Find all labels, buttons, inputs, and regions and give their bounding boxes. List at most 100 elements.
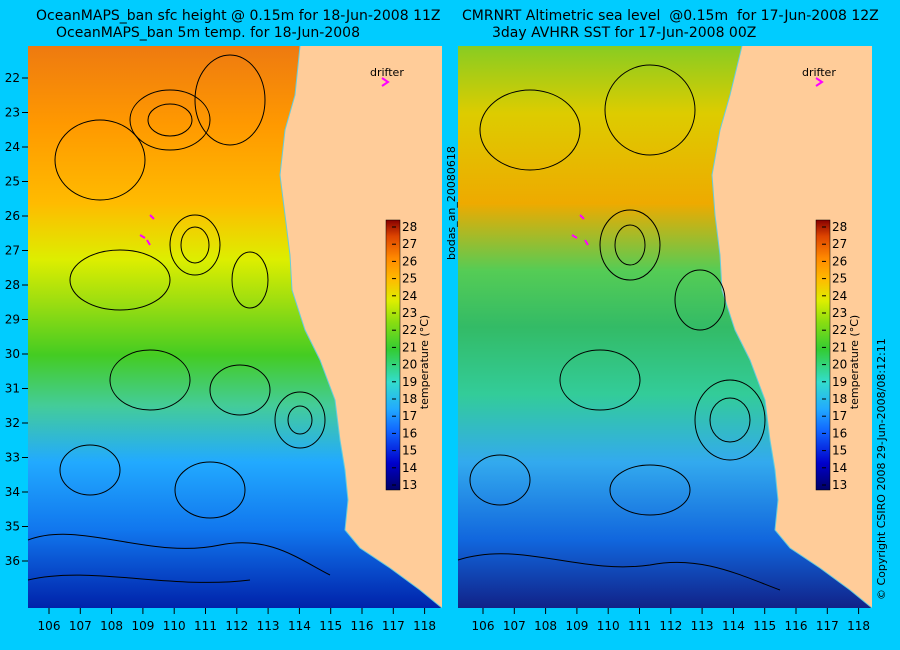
latitude-tick-label: 34	[5, 485, 20, 499]
latitude-tick-label: 32	[5, 416, 20, 430]
colorbar-tick-label: 17	[402, 409, 417, 423]
left-title-line2: OceanMAPS_ban 5m temp. for 18-Jun-2008	[56, 25, 360, 41]
latitude-tick-label: 29	[5, 313, 20, 327]
longitude-tick-label: 110	[163, 619, 186, 633]
colorbar-tick-label: 21	[402, 340, 417, 354]
colorbar-tick-label: 26	[402, 254, 417, 268]
latitude-tick-label: 25	[5, 175, 20, 189]
colorbar-tick-label: 24	[402, 289, 417, 303]
colorbar-tick-label: 26	[832, 254, 847, 268]
longitude-tick-label: 111	[628, 619, 651, 633]
longitude-tick-label: 115	[319, 619, 342, 633]
latitude-tick-label: 24	[5, 140, 20, 154]
left-title-line1: OceanMAPS_ban sfc height @ 0.15m for 18-…	[36, 8, 441, 24]
longitude-tick-label: 113	[691, 619, 714, 633]
longitude-tick-label: 106	[38, 619, 61, 633]
colorbar-tick-label: 23	[402, 306, 417, 320]
longitude-tick-label: 107	[69, 619, 92, 633]
longitude-tick-label: 115	[753, 619, 776, 633]
longitude-tick-label: 114	[288, 619, 311, 633]
longitude-tick-label: 109	[131, 619, 154, 633]
longitude-tick-label: 113	[257, 619, 280, 633]
longitude-tick-label: 108	[100, 619, 123, 633]
latitude-tick-label: 33	[5, 451, 20, 465]
colorbar-tick-label: 13	[402, 478, 417, 492]
left-map-panel: drifter 28 27 26 25 24 23 22 21 20 19 18 17 16 15 14 13…	[5, 45, 443, 633]
latitude-tick-label: 28	[5, 278, 20, 292]
longitude-tick-label: 109	[565, 619, 588, 633]
latitude-tick-label: 23	[5, 106, 20, 120]
colorbar-tick-label: 16	[832, 426, 847, 440]
colorbar-tick-label: 16	[402, 426, 417, 440]
longitude-tick-label: 116	[785, 619, 808, 633]
copyright-label: © Copyright CSIRO 2008 29-Jun-2008/08:12…	[875, 338, 888, 600]
colorbar-tick-label: 17	[832, 409, 847, 423]
colorbar-tick-label: 19	[832, 375, 847, 389]
longitude-tick-label: 114	[722, 619, 745, 633]
left-land-mass	[280, 46, 442, 608]
latitude-tick-label: 27	[5, 244, 20, 258]
right-longitude-ticks: 106 107 108 109 110 111 112 113 114 115 116 117 118	[472, 608, 870, 633]
left-colorbar	[385, 219, 401, 491]
left-colorbar-ticks: 28 27 26 25 24 23 22 21 20 19 18 17 16 15 14 13	[392, 220, 417, 492]
colorbar-tick-label: 24	[832, 289, 847, 303]
colorbar-tick-label: 15	[832, 444, 847, 458]
colorbar-tick-label: 18	[832, 392, 847, 406]
longitude-tick-label: 118	[847, 619, 870, 633]
colorbar-tick-label: 25	[402, 272, 417, 286]
right-drifter-tracks	[571, 214, 589, 246]
latitude-tick-label: 31	[5, 382, 20, 396]
left-coastline	[279, 45, 443, 609]
right-land-mass	[712, 46, 872, 608]
latitude-tick-label: 22	[5, 71, 20, 85]
colorbar-tick-label: 25	[832, 272, 847, 286]
left-latitude-ticks: 22 23 24 25 26 27 28 29 30 31 32 33 34 35 36	[5, 71, 28, 568]
longitude-tick-label: 107	[503, 619, 526, 633]
longitude-tick-label: 111	[194, 619, 217, 633]
left-drifter-tracks	[139, 214, 155, 246]
left-colorbar-label: temperature (°C)	[418, 315, 431, 409]
longitude-tick-label: 117	[382, 619, 405, 633]
right-map-panel: drifter 28 27 26 25 24 23 22 21 20 19 18 17 16 15 14 13…	[457, 45, 873, 633]
right-colorbar-label: temperature (°C)	[848, 315, 861, 409]
colorbar-tick-label: 19	[402, 375, 417, 389]
latitude-tick-label: 35	[5, 520, 20, 534]
colorbar-tick-label: 13	[832, 478, 847, 492]
colorbar-tick-label: 20	[832, 358, 847, 372]
colorbar-tick-label: 23	[832, 306, 847, 320]
right-colorbar	[815, 219, 831, 491]
colorbar-tick-label: 28	[402, 220, 417, 234]
colorbar-tick-label: 22	[832, 323, 847, 337]
left-contours	[27, 54, 331, 583]
left-drifter-label: drifter	[370, 66, 404, 79]
right-drifter-label: drifter	[802, 66, 836, 79]
drifter-arrow-icon	[815, 77, 824, 87]
right-title-line2: 3day AVHRR SST for 17-Jun-2008 00Z	[492, 25, 757, 41]
latitude-tick-label: 26	[5, 209, 20, 223]
colorbar-tick-label: 14	[832, 461, 847, 475]
longitude-tick-label: 108	[534, 619, 557, 633]
longitude-tick-label: 117	[816, 619, 839, 633]
longitude-tick-label: 112	[225, 619, 248, 633]
colorbar-tick-label: 21	[832, 340, 847, 354]
colorbar-tick-label: 22	[402, 323, 417, 337]
colorbar-tick-label: 27	[832, 237, 847, 251]
colorbar-tick-label: 28	[832, 220, 847, 234]
right-colorbar-ticks: 28 27 26 25 24 23 22 21 20 19 18 17 16 15 14 13	[822, 220, 847, 492]
longitude-tick-label: 110	[597, 619, 620, 633]
colorbar-tick-label: 15	[402, 444, 417, 458]
run-id-label: bodas_an_20080618	[445, 146, 458, 260]
drifter-arrow-icon	[381, 77, 390, 87]
colorbar-tick-label: 27	[402, 237, 417, 251]
right-title-line1: CMRNRT Altimetric sea level @0.15m for 1…	[462, 8, 879, 24]
longitude-tick-label: 118	[413, 619, 436, 633]
longitude-tick-label: 116	[351, 619, 374, 633]
colorbar-tick-label: 14	[402, 461, 417, 475]
right-contours	[457, 64, 781, 591]
longitude-tick-label: 106	[472, 619, 495, 633]
latitude-tick-label: 36	[5, 554, 20, 568]
right-coastline	[711, 45, 873, 609]
colorbar-tick-label: 20	[402, 358, 417, 372]
left-longitude-ticks: 106 107 108 109 110 111 112 113 114 115 116 117 118	[38, 608, 436, 633]
